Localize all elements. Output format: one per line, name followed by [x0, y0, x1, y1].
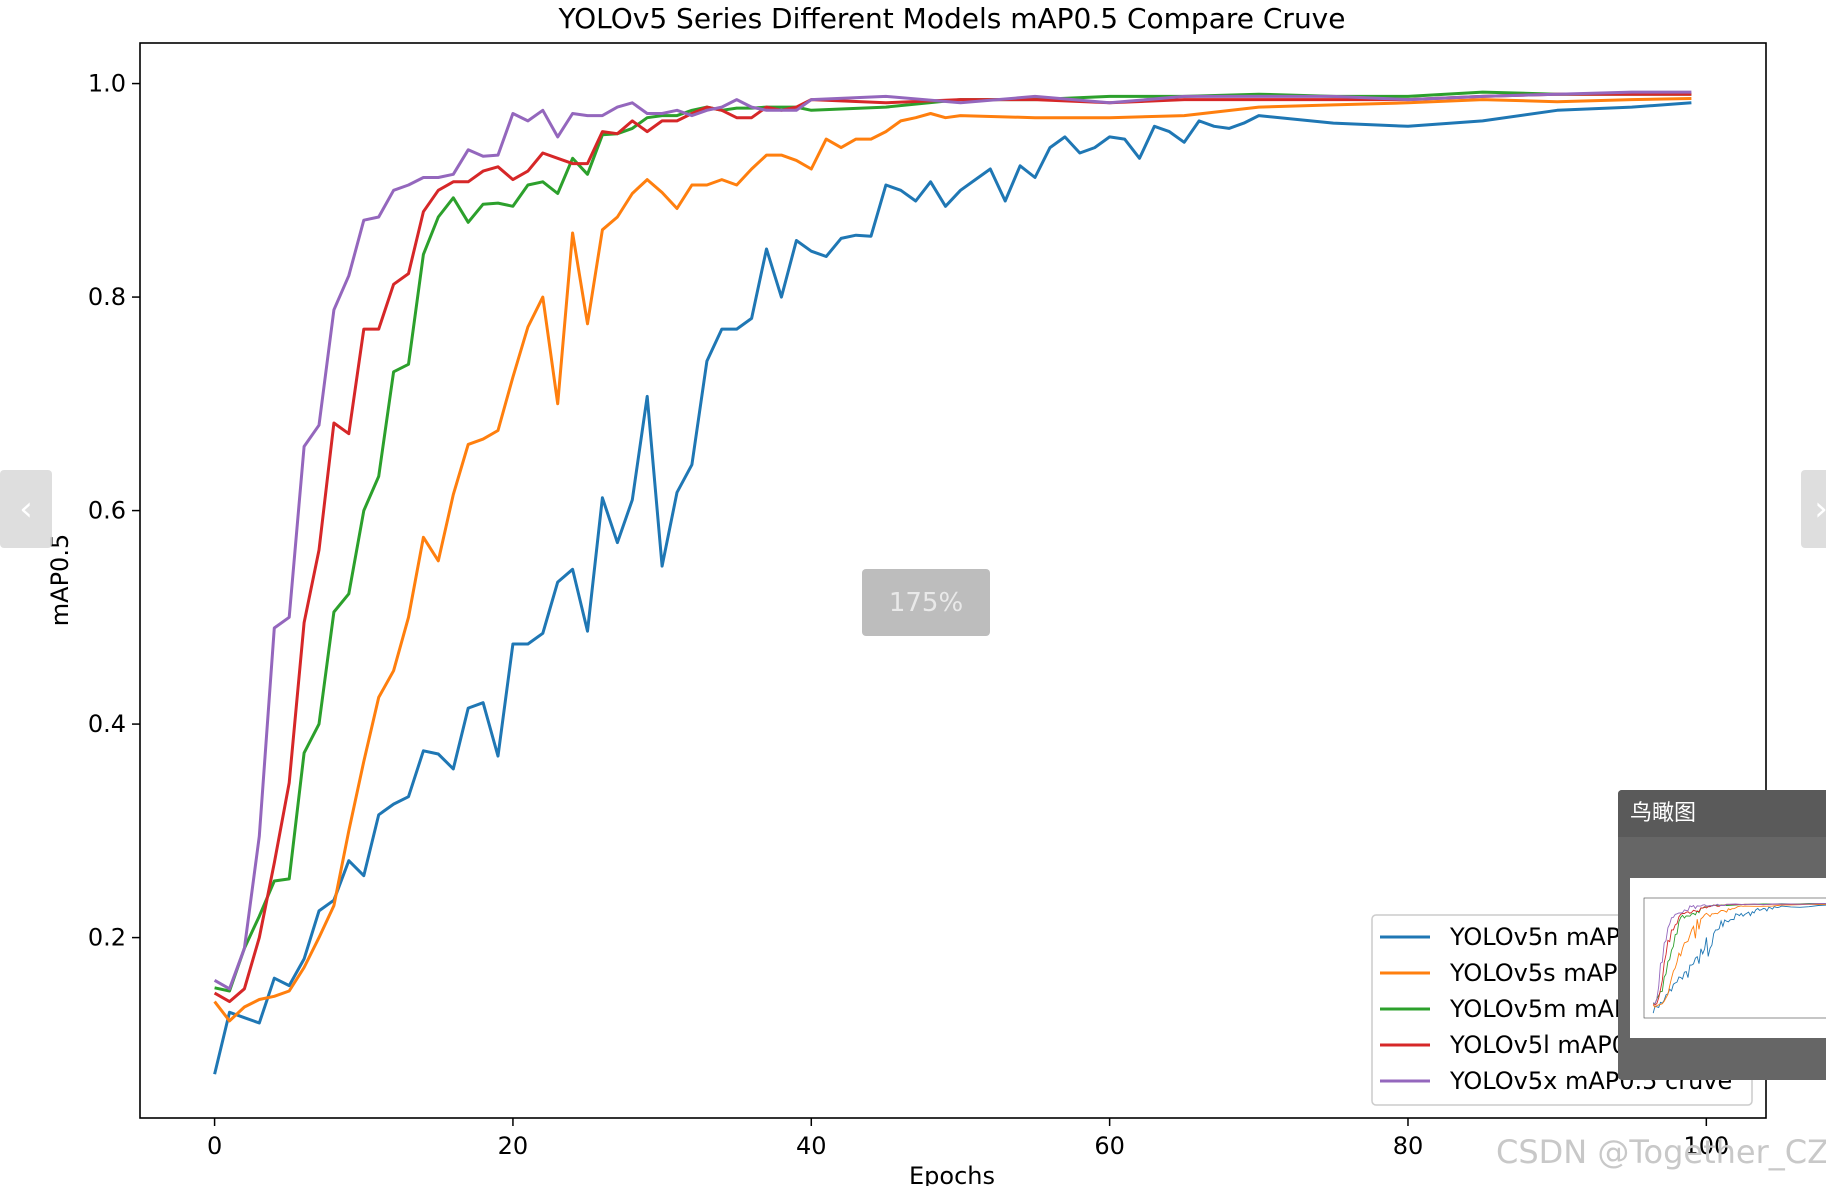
overview-axes-frame [1643, 897, 1826, 1019]
y-tick-label: 1.0 [88, 70, 126, 98]
y-axis: 0.2 0.4 0.6 0.8 1.0 [88, 70, 140, 952]
prev-image-button[interactable]: ‹ [0, 470, 52, 548]
x-axis: 0 20 40 60 80 100 [207, 1118, 1729, 1160]
overview-panel[interactable]: 鸟瞰图 [1618, 790, 1826, 1080]
overview-title: 鸟瞰图 [1618, 790, 1826, 837]
zoom-level-badge: 175% [862, 569, 990, 636]
series-line-yolov5m [214, 90, 1692, 993]
overview-series-line [1652, 903, 1826, 1005]
y-axis-label: mAP0.5 [46, 534, 74, 626]
zoom-level-label: 175% [888, 587, 964, 618]
chevron-left-icon: ‹ [19, 489, 33, 529]
x-tick-label: 20 [498, 1132, 529, 1160]
x-tick-label: 40 [796, 1132, 827, 1160]
overview-series-line [1652, 903, 1826, 1006]
x-axis-label: Epochs [909, 1162, 995, 1186]
next-image-button[interactable]: › [1801, 470, 1826, 548]
series-line-yolov5l [213, 92, 1692, 1004]
series-line-yolov5n [213, 101, 1692, 1075]
x-tick-label: 60 [1094, 1132, 1125, 1160]
y-tick-label: 0.4 [88, 710, 126, 738]
series-line-yolov5x [213, 90, 1692, 991]
overview-series-line [1652, 903, 1826, 1008]
overview-series-line [1652, 904, 1826, 1014]
y-tick-label: 0.6 [88, 497, 126, 525]
y-tick-label: 0.8 [88, 283, 126, 311]
y-tick-label: 0.2 [88, 924, 126, 952]
x-tick-label: 100 [1683, 1132, 1729, 1160]
chevron-right-icon: › [1814, 489, 1826, 529]
overview-thumbnail[interactable] [1630, 878, 1826, 1038]
series-line-yolov5s [213, 97, 1692, 1023]
series-lines [213, 90, 1692, 1075]
x-tick-label: 0 [207, 1132, 222, 1160]
chart-title: YOLOv5 Series Different Models mAP0.5 Co… [558, 2, 1346, 35]
axes-frame [139, 42, 1767, 1119]
watermark: CSDN @Together_CZ [1496, 1133, 1826, 1171]
x-tick-label: 80 [1393, 1132, 1424, 1160]
